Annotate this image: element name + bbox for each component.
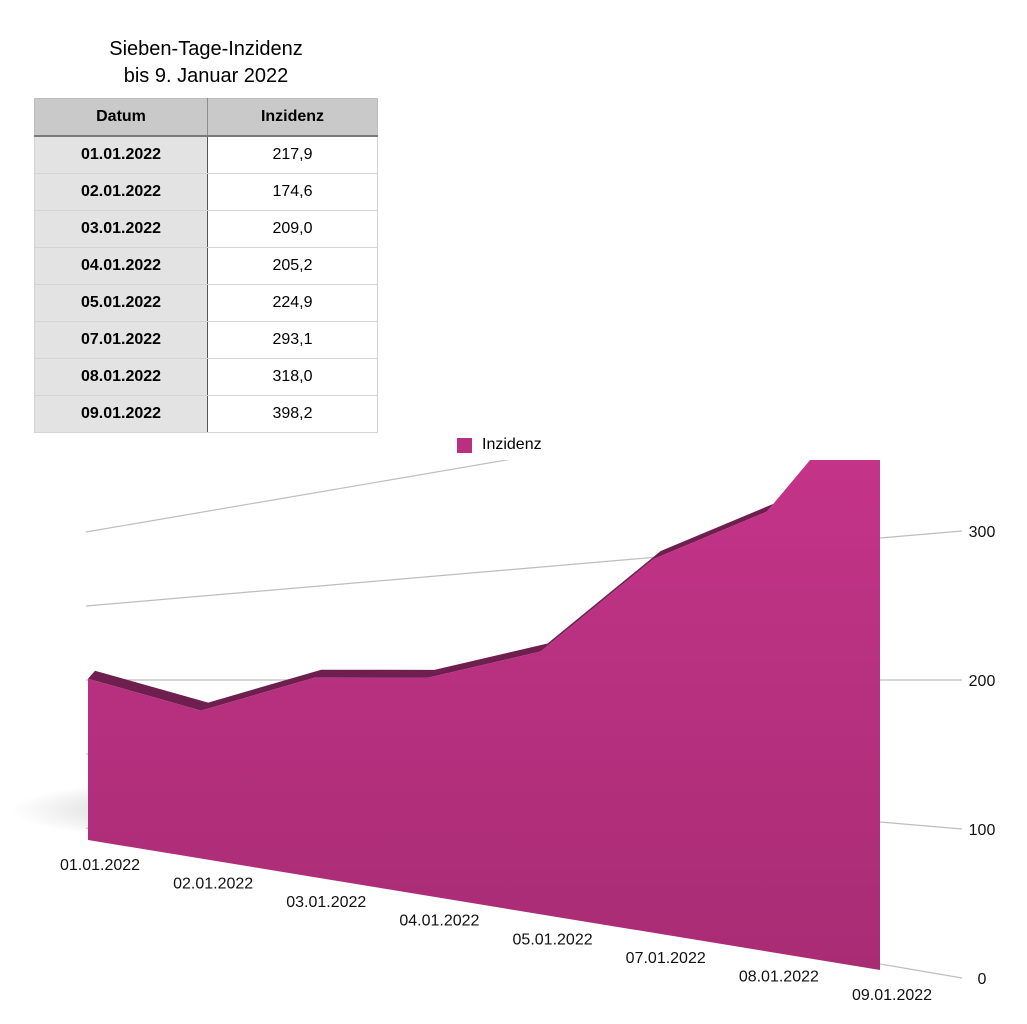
legend-swatch <box>457 437 472 453</box>
date-cell: 04.01.2022 <box>34 247 208 285</box>
value-cell: 217,9 <box>207 135 378 174</box>
value-cell: 174,6 <box>207 173 378 211</box>
x-tick-label: 03.01.2022 <box>286 894 366 911</box>
value-cell: 318,0 <box>207 358 378 396</box>
header-inzidenz: Inzidenz <box>207 98 378 137</box>
value-cell: 293,1 <box>207 321 378 359</box>
value-cell: 205,2 <box>207 247 378 285</box>
date-cell: 05.01.2022 <box>34 284 208 322</box>
date-cell: 09.01.2022 <box>34 395 208 433</box>
table-row: 07.01.2022 293,1 <box>34 321 378 359</box>
x-tick-label: 08.01.2022 <box>739 968 819 985</box>
table-header-row: Datum Inzidenz <box>34 98 378 137</box>
date-cell: 02.01.2022 <box>34 173 208 211</box>
table-row: 09.01.2022 398,2 <box>34 395 378 433</box>
table-row: 08.01.2022 318,0 <box>34 358 378 396</box>
value-cell: 224,9 <box>207 284 378 322</box>
area-series-inzidenz <box>88 460 880 970</box>
x-tick-label: 01.01.2022 <box>60 857 140 874</box>
header-datum: Datum <box>34 98 208 137</box>
x-tick-label: 09.01.2022 <box>852 987 932 1004</box>
gridline <box>85 460 511 533</box>
date-cell: 08.01.2022 <box>34 358 208 396</box>
date-cell: 01.01.2022 <box>34 135 208 174</box>
x-tick-label: 05.01.2022 <box>513 931 593 948</box>
incidence-table: Datum Inzidenz 01.01.2022 217,9 02.01.202… <box>34 98 378 433</box>
value-cell: 398,2 <box>207 395 378 433</box>
table-row: 01.01.2022 217,9 <box>34 135 378 174</box>
table-row: 02.01.2022 174,6 <box>34 173 378 211</box>
table-row: 03.01.2022 209,0 <box>34 210 378 248</box>
chart-title: Sieben-Tage-Inzidenz bis 9. Januar 2022 <box>34 36 378 90</box>
date-cell: 03.01.2022 <box>34 210 208 248</box>
legend-label: Inzidenz <box>482 436 542 453</box>
date-cell: 07.01.2022 <box>34 321 208 359</box>
y-tick-label: 300 <box>969 524 996 541</box>
y-tick-label: 0 <box>978 971 987 988</box>
y-tick-label: 200 <box>969 673 996 690</box>
value-cell: 209,0 <box>207 210 378 248</box>
table-row: 05.01.2022 224,9 <box>34 284 378 322</box>
y-tick-label: 100 <box>969 822 996 839</box>
x-tick-label: 04.01.2022 <box>399 913 479 930</box>
table-row: 04.01.2022 205,2 <box>34 247 378 285</box>
area-chart: 0100200300400 01.01.202202.01.202203.01.… <box>10 460 996 1004</box>
chart-legend: Inzidenz <box>457 436 542 454</box>
x-tick-label: 02.01.2022 <box>173 876 253 893</box>
title-line-2: bis 9. Januar 2022 <box>123 65 289 87</box>
x-tick-label: 07.01.2022 <box>626 950 706 967</box>
chart-series <box>88 460 880 970</box>
title-line-1: Sieben-Tage-Inzidenz <box>109 38 303 60</box>
y-axis: 0100200300400 <box>969 524 996 988</box>
x-axis: 01.01.2022 02.01.2022 03.01.2022 04.01.2022… <box>60 857 932 1004</box>
